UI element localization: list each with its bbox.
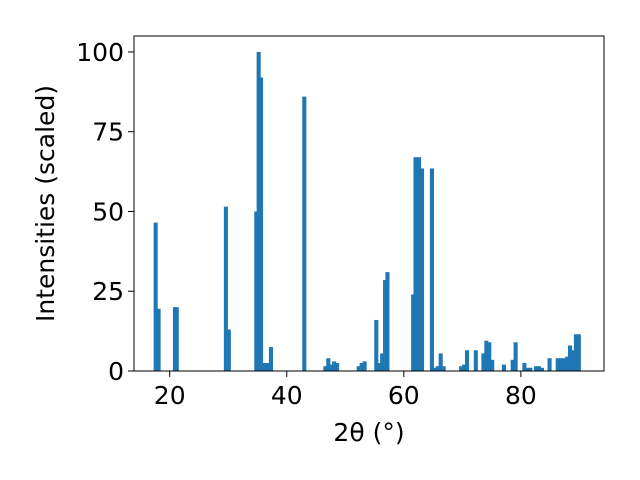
- bar: [536, 366, 542, 371]
- bar: [464, 350, 470, 371]
- y-tick-label: 100: [76, 38, 124, 67]
- bar: [153, 222, 158, 371]
- bar: [326, 358, 331, 371]
- bar: [256, 51, 261, 371]
- bar: [374, 319, 379, 371]
- bars-group: [153, 51, 581, 371]
- bar: [226, 329, 231, 371]
- bar: [570, 350, 576, 371]
- bar: [547, 358, 552, 371]
- bar: [490, 359, 495, 371]
- bar: [576, 334, 581, 371]
- bar: [385, 272, 390, 371]
- ticks-group: 20 40 60 80 0 25 50 75 100: [76, 38, 537, 410]
- bar: [484, 340, 489, 371]
- bar: [528, 367, 533, 371]
- x-tick-label: 20: [154, 381, 186, 410]
- bar: [335, 363, 340, 371]
- bar: [174, 307, 179, 371]
- bar: [332, 361, 337, 371]
- bar: [268, 347, 274, 371]
- bar: [383, 280, 388, 371]
- bar: [156, 308, 161, 371]
- bar: [459, 366, 464, 371]
- y-axis-label: Intensities (scaled): [31, 85, 60, 322]
- y-tick-label: 25: [92, 277, 124, 306]
- bar: [559, 358, 564, 371]
- bar: [513, 342, 518, 371]
- bar: [438, 353, 443, 371]
- bar: [501, 364, 506, 371]
- plot-frame: [133, 35, 605, 372]
- bar: [534, 366, 539, 371]
- bar: [254, 211, 259, 371]
- bar: [568, 345, 573, 371]
- bar: [356, 366, 361, 371]
- bar: [487, 342, 492, 371]
- bar: [380, 353, 385, 371]
- bar: [562, 358, 567, 371]
- bar: [362, 361, 367, 371]
- bar: [413, 157, 418, 371]
- bar: [302, 96, 307, 371]
- bar: [359, 363, 364, 371]
- bar: [525, 367, 530, 371]
- bar: [419, 168, 425, 371]
- bar: [411, 294, 416, 371]
- bar: [481, 353, 486, 371]
- bar: [223, 206, 228, 371]
- bar: [573, 334, 578, 371]
- bar: [565, 356, 570, 371]
- y-tick-label: 50: [92, 197, 124, 226]
- bar: [323, 366, 328, 371]
- bar: [329, 364, 334, 371]
- bar: [432, 367, 437, 371]
- bar: [258, 77, 264, 371]
- y-tick-label: 0: [108, 357, 124, 386]
- x-axis-label: 2θ (°): [333, 418, 404, 447]
- bar: [539, 367, 545, 371]
- bar: [462, 364, 467, 371]
- bar: [429, 168, 434, 371]
- bar: [435, 366, 440, 371]
- bar: [441, 366, 446, 371]
- bar: [510, 359, 515, 371]
- y-tick-label: 75: [92, 118, 124, 147]
- bar: [522, 363, 527, 371]
- x-tick-label: 40: [271, 381, 303, 410]
- bar: [416, 157, 422, 371]
- x-tick-label: 60: [388, 381, 420, 410]
- x-tick-label: 80: [505, 381, 537, 410]
- bar: [473, 350, 478, 371]
- bar: [265, 363, 270, 371]
- bar: [261, 363, 266, 371]
- bar: [377, 363, 382, 371]
- bar: [555, 358, 560, 371]
